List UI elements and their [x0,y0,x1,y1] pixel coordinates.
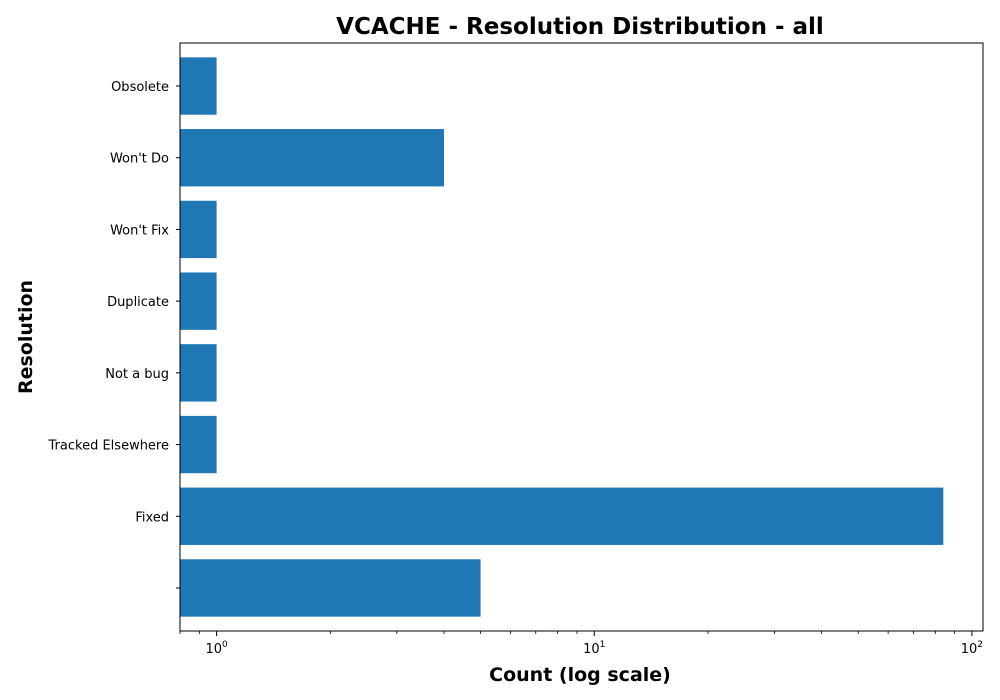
bar [180,57,217,115]
x-tick-label: 101 [583,640,605,657]
y-axis-label: Resolution [15,280,37,394]
y-tick-label: Obsolete [111,80,169,95]
bar [180,272,217,330]
y-tick-label: Duplicate [107,295,169,310]
bar [180,200,217,259]
plot-area: Fixed Tracked Elsewhere Not a bug Duplicate… [48,42,984,657]
y-tick-label: Not a bug [105,367,169,382]
y-tick-label: Tracked Elsewhere [48,439,169,454]
bar [180,487,944,545]
plot-frame [179,42,984,632]
bar [180,559,481,617]
chart-title: VCACHE - Resolution Distribution - all [336,14,824,40]
bar [180,415,217,474]
y-tick-label: Fixed [135,510,169,525]
y-tick-label: Won't Do [110,152,169,167]
bar [180,344,217,402]
x-tick-label: 100 [205,640,228,657]
x-axis-label: Count (log scale) [489,664,671,686]
y-tick-label: Won't Fix [110,223,169,238]
x-tick-label: 102 [961,640,983,657]
bar [180,129,444,187]
